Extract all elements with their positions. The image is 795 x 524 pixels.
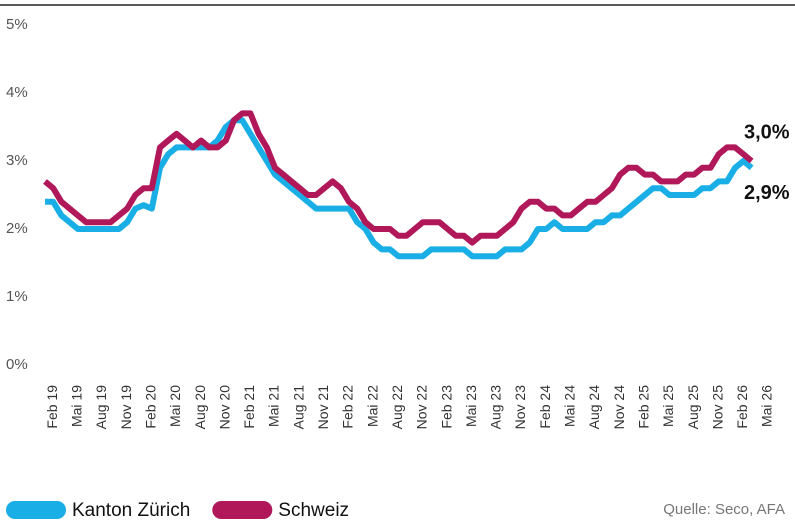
y-tick-label: 1% — [6, 288, 28, 305]
x-tick-label: Feb 22 — [340, 385, 356, 429]
x-tick-label: Mai 23 — [463, 385, 479, 427]
y-tick-label: 2% — [6, 220, 28, 237]
y-tick-label: 0% — [6, 356, 28, 373]
x-tick-label: Nov 25 — [709, 385, 725, 430]
y-tick-label: 3% — [6, 152, 28, 169]
x-tick-label: Nov 21 — [315, 385, 331, 430]
x-tick-label: Nov 22 — [414, 385, 430, 430]
end-label: 2,9% — [744, 182, 790, 204]
source: Quelle: Seco, AFA — [663, 501, 785, 518]
x-tick-label: Aug 22 — [389, 385, 405, 430]
x-tick-label: Feb 24 — [537, 385, 553, 429]
x-tick-label: Mai 26 — [759, 385, 775, 427]
end-label: 3,0% — [744, 121, 790, 143]
x-tick-label: Feb 21 — [241, 385, 257, 429]
legend-swatch — [212, 501, 273, 519]
x-tick-label: Aug 25 — [685, 385, 701, 430]
x-tick-label: Feb 26 — [734, 385, 750, 429]
x-tick-label: Aug 24 — [586, 385, 602, 430]
x-tick-label: Nov 19 — [118, 385, 134, 430]
x-tick-label: Nov 24 — [611, 385, 627, 430]
y-tick-label: 5% — [6, 16, 28, 33]
x-tick-label: Feb 19 — [44, 385, 60, 429]
y-tick-label: 4% — [6, 84, 28, 101]
x-tick-label: Mai 21 — [266, 385, 282, 427]
x-tick-label: Feb 23 — [438, 385, 454, 429]
x-tick-label: Mai 20 — [167, 385, 183, 427]
x-tick-label: Aug 23 — [488, 385, 504, 430]
x-tick-label: Mai 19 — [69, 385, 85, 427]
x-tick-label: Nov 20 — [216, 385, 232, 430]
legend-label: Kanton Zürich — [72, 500, 190, 521]
line — [45, 117, 754, 260]
x-tick-label: Mai 24 — [562, 385, 578, 427]
x-tick-label: Mai 22 — [364, 385, 380, 427]
x-tick-label: Feb 20 — [143, 385, 159, 429]
x-tick-label: Mai 25 — [660, 385, 676, 427]
x-tick-label: Aug 19 — [93, 385, 109, 430]
x-tick-label: Aug 20 — [192, 385, 208, 430]
line — [43, 110, 754, 246]
x-tick-label: Aug 21 — [290, 385, 306, 430]
x-tick-label: Feb 25 — [635, 385, 651, 429]
x-tick-label: Nov 23 — [512, 385, 528, 430]
legend-swatch — [6, 501, 66, 519]
legend-label: Schweiz — [278, 500, 349, 521]
